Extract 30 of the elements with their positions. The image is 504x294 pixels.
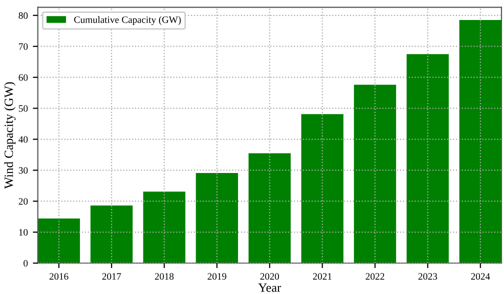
bar <box>459 20 502 264</box>
x-tick-label: 2020 <box>260 273 279 280</box>
x-tick-label: 2017 <box>102 273 122 280</box>
bar <box>354 84 396 264</box>
x-tick-label: 2023 <box>418 273 438 280</box>
x-tick-label: 2019 <box>208 273 226 280</box>
x-tick-label: 2024 <box>471 273 490 280</box>
bar <box>196 173 238 264</box>
x-tick-label: 2021 <box>313 273 332 280</box>
y-tick-label: 10 <box>19 229 28 236</box>
y-tick-label: 60 <box>18 74 28 81</box>
legend-label: Cumulative Capacity (GW) <box>74 16 181 26</box>
x-axis-title: Year <box>258 284 282 292</box>
y-tick-label: 0 <box>24 260 28 267</box>
y-tick-label: 30 <box>18 167 28 174</box>
bar <box>143 192 186 264</box>
y-tick-label: 40 <box>18 136 28 143</box>
bar <box>406 54 449 264</box>
y-tick-label: 20 <box>18 198 28 205</box>
bar <box>301 114 344 264</box>
bar <box>38 218 80 264</box>
x-tick-label: 2016 <box>50 273 68 280</box>
y-tick-label: 70 <box>18 43 28 50</box>
y-tick-label: 50 <box>18 105 28 112</box>
bar <box>248 153 291 264</box>
x-tick-label: 2022 <box>366 273 384 280</box>
y-tick-label: 80 <box>18 12 28 19</box>
bar <box>90 206 133 264</box>
y-axis-title: Wind Capacity (GW) <box>4 82 16 189</box>
x-tick-label: 2018 <box>154 273 174 280</box>
